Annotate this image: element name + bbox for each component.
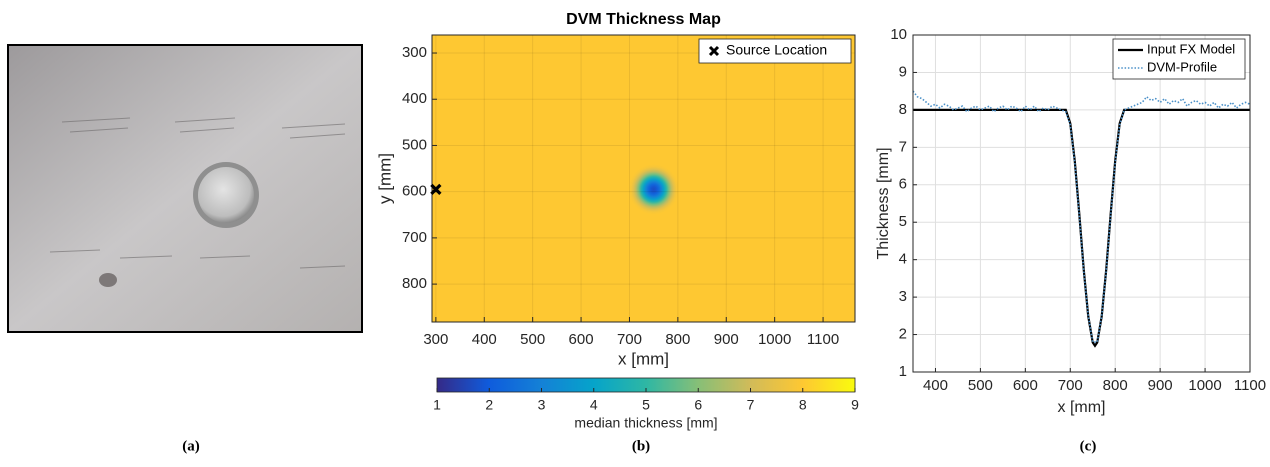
dent xyxy=(628,164,679,215)
heatmap xyxy=(432,35,855,322)
y-tick-label: 3 xyxy=(899,288,907,305)
panel-caption: (a) xyxy=(182,438,200,454)
colorbar-tick-label: 2 xyxy=(485,397,493,413)
x-tick-label: 500 xyxy=(520,331,545,348)
x-tick-label: 700 xyxy=(617,331,642,348)
x-tick-label: 1000 xyxy=(758,331,791,348)
x-tick-label: 1100 xyxy=(1234,377,1266,394)
x-tick-label: 400 xyxy=(923,377,948,394)
colorbar-tick-label: 1 xyxy=(433,397,441,413)
chart-title: DVM Thickness Map xyxy=(566,11,721,28)
x-tick-label: 500 xyxy=(968,377,993,394)
colorbar-tick-label: 5 xyxy=(642,397,650,413)
legend-box xyxy=(698,38,852,64)
y-tick-label: 10 xyxy=(890,26,907,43)
legend: Source Location xyxy=(698,38,852,64)
y-tick-label: 500 xyxy=(402,136,427,153)
x-tick-label: 400 xyxy=(472,331,497,348)
x-axis-label: x [mm] xyxy=(618,349,669,368)
x-tick-label: 800 xyxy=(665,331,690,348)
plot-area xyxy=(913,35,1250,372)
scatter-point xyxy=(430,183,442,195)
legend-label: Input FX Model xyxy=(1147,41,1235,56)
y-tick-label: 4 xyxy=(899,251,907,268)
y-tick-label: 9 xyxy=(899,63,907,80)
y-tick-label: 800 xyxy=(402,275,427,292)
colorbar-tick-label: 7 xyxy=(747,397,755,413)
y-tick-label: 6 xyxy=(899,176,907,193)
y-tick-label: 600 xyxy=(402,183,427,200)
colorbar-label: median thickness [mm] xyxy=(574,415,717,431)
x-tick-label: 600 xyxy=(569,331,594,348)
photo-frame xyxy=(7,44,363,333)
legend-label: DVM-Profile xyxy=(1147,59,1217,74)
photo xyxy=(7,44,363,333)
panel-caption: (b) xyxy=(632,438,650,454)
colorbar-tick-label: 3 xyxy=(538,397,546,413)
y-tick-label: 8 xyxy=(899,101,907,118)
x-tick-label: 1000 xyxy=(1188,377,1221,394)
y-axis-label: Thickness [mm] xyxy=(875,147,892,259)
legend-marker xyxy=(708,45,720,57)
series-line xyxy=(913,108,1250,348)
photo-spot xyxy=(99,273,117,287)
legend-label: Source Location xyxy=(726,42,827,58)
axes-box xyxy=(912,34,1251,373)
series-line xyxy=(912,90,1251,343)
colorbar-tick-label: 6 xyxy=(694,397,702,413)
y-tick-label: 1 xyxy=(899,363,907,380)
x-axis-label: x [mm] xyxy=(1058,399,1106,416)
y-tick-label: 300 xyxy=(402,44,427,61)
axes-box xyxy=(431,34,856,323)
x-tick-label: 900 xyxy=(1148,377,1173,394)
x-tick-label: 600 xyxy=(1013,377,1038,394)
x-tick-label: 700 xyxy=(1058,377,1083,394)
x-tick-label: 300 xyxy=(423,331,448,348)
y-tick-label: 400 xyxy=(402,90,427,107)
y-axis-label: y [mm] xyxy=(375,153,394,204)
x-tick-label: 1100 xyxy=(807,331,839,348)
colorbar-tick-label: 8 xyxy=(799,397,807,413)
panel-caption: (c) xyxy=(1080,438,1097,454)
y-tick-label: 5 xyxy=(899,213,907,230)
photo-markings xyxy=(49,117,346,269)
legend-box xyxy=(1112,38,1246,80)
photo-dent xyxy=(198,167,254,223)
y-tick-label: 7 xyxy=(899,138,907,155)
colorbar-tick-label: 4 xyxy=(590,397,598,413)
y-tick-label: 700 xyxy=(402,229,427,246)
y-tick-label: 2 xyxy=(899,326,907,343)
colorbar-tick-label: 9 xyxy=(851,397,859,413)
x-tick-label: 900 xyxy=(714,331,739,348)
x-tick-label: 800 xyxy=(1103,377,1128,394)
